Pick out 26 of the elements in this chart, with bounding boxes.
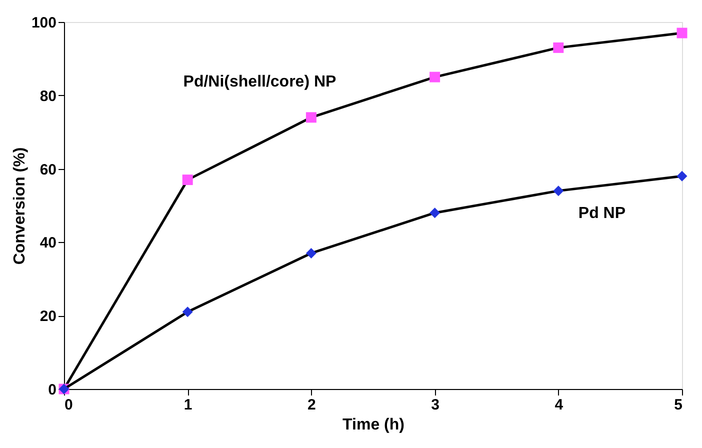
y-tick-label: 60 bbox=[40, 161, 56, 178]
point bbox=[676, 170, 688, 182]
point bbox=[430, 72, 440, 82]
y-tick-label: 40 bbox=[40, 234, 56, 252]
x-tick-label: 2 bbox=[308, 396, 316, 414]
x-tick-label: 5 bbox=[674, 396, 682, 414]
point bbox=[182, 174, 193, 186]
point bbox=[676, 28, 688, 38]
y-tick-label: 80 bbox=[40, 88, 56, 105]
x-tick-label: 0 bbox=[64, 396, 73, 414]
x-axis-title: Time (h) bbox=[342, 416, 404, 434]
point bbox=[182, 306, 193, 318]
point bbox=[553, 42, 564, 53]
point bbox=[553, 186, 564, 196]
series-label: Pd NP bbox=[578, 204, 626, 222]
y-tick-label: 20 bbox=[40, 308, 56, 326]
point bbox=[430, 208, 440, 218]
x-tick-label: 3 bbox=[431, 396, 440, 414]
y-axis-title: Conversion (%) bbox=[11, 147, 28, 265]
y-tick-label: 100 bbox=[31, 14, 56, 32]
point bbox=[306, 248, 316, 258]
x-tick-label: 4 bbox=[554, 396, 564, 414]
x-tick-label: 1 bbox=[184, 396, 192, 414]
y-tick-label: 0 bbox=[48, 382, 56, 398]
point bbox=[306, 112, 316, 123]
series-label: Pd/Ni(shell/core) NP bbox=[183, 73, 337, 90]
